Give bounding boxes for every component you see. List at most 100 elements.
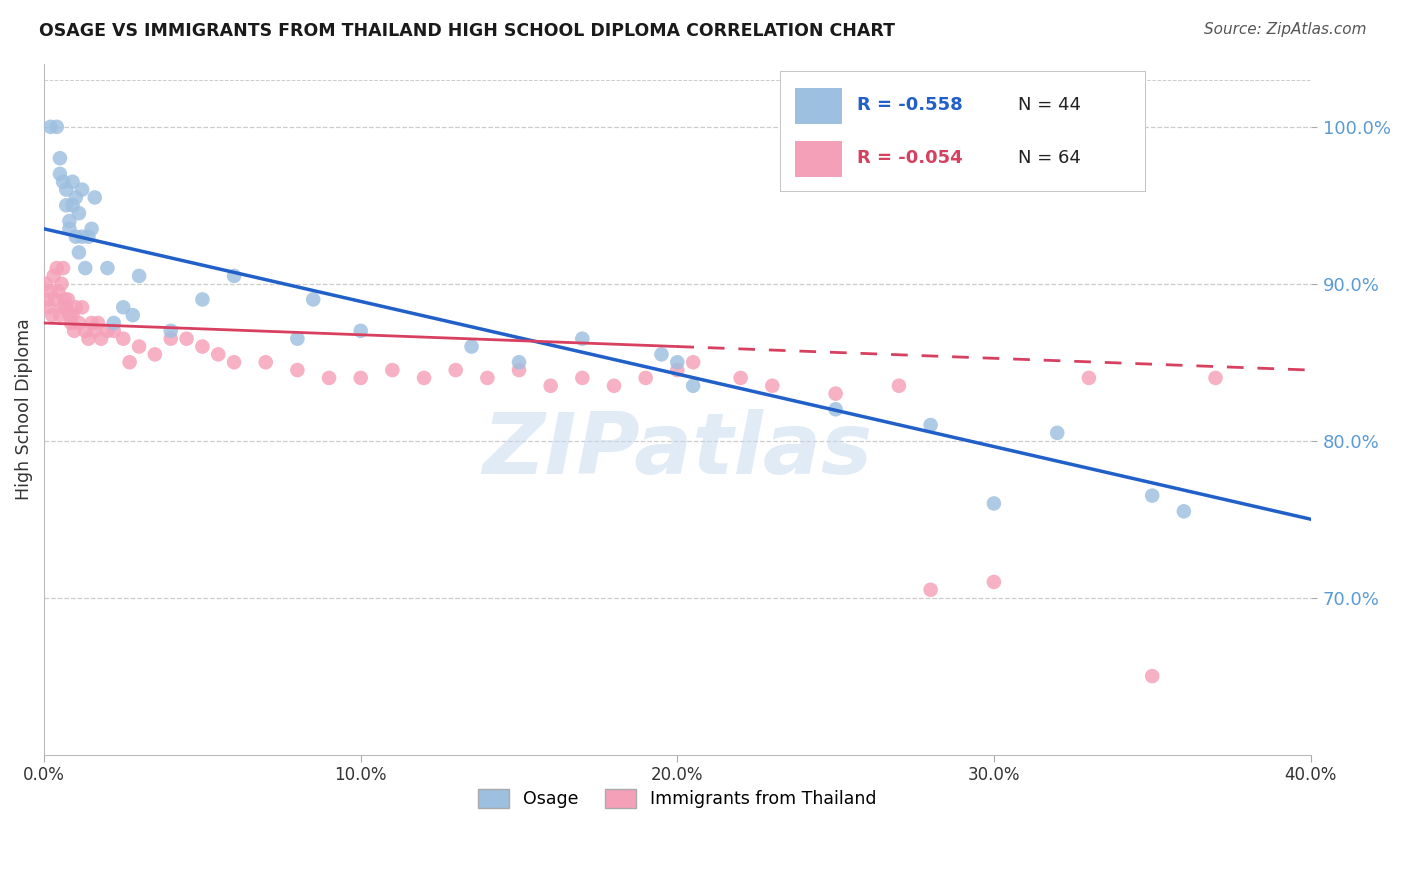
Point [62, 175, 84, 189]
Point [444, 363, 467, 377]
Point [75, 261, 97, 276]
Point [730, 371, 752, 385]
Point [571, 371, 593, 385]
Point [318, 371, 340, 385]
Point [112, 332, 135, 346]
Point [49, 167, 72, 181]
Point [540, 378, 562, 392]
Point [52, 175, 75, 189]
Point [65, 301, 87, 315]
Point [302, 293, 325, 307]
Point [62, 198, 84, 212]
Point [103, 316, 125, 330]
Point [121, 308, 143, 322]
Point [49, 308, 72, 322]
Point [62, 308, 84, 322]
Point [112, 301, 135, 315]
Point [52, 261, 75, 276]
Bar [794, 141, 842, 178]
Point [75, 324, 97, 338]
Point [413, 371, 436, 385]
Point [77, 229, 100, 244]
Point [55, 301, 77, 315]
Point [67, 245, 90, 260]
Point [191, 293, 214, 307]
Point [39, 120, 62, 134]
Point [176, 332, 198, 346]
Point [824, 402, 846, 417]
Point [70, 229, 93, 244]
Point [682, 355, 704, 369]
Point [70, 183, 93, 197]
Point [254, 355, 277, 369]
Point [571, 332, 593, 346]
Point [634, 371, 657, 385]
Point [666, 363, 689, 377]
Text: N = 44: N = 44 [1018, 96, 1081, 114]
Point [56, 293, 79, 307]
Point [83, 190, 105, 204]
Point [350, 324, 373, 338]
Point [1205, 371, 1227, 385]
Point [58, 222, 80, 236]
Point [128, 268, 150, 283]
Point [983, 574, 1005, 589]
Point [1173, 504, 1195, 518]
Point [51, 277, 73, 291]
Point [67, 206, 90, 220]
Point [143, 347, 166, 361]
Point [222, 355, 245, 369]
Point [55, 198, 77, 212]
Bar [794, 88, 842, 124]
Point [58, 214, 80, 228]
Point [96, 261, 118, 276]
Point [1140, 489, 1163, 503]
Legend: Osage, Immigrants from Thailand: Osage, Immigrants from Thailand [471, 781, 883, 815]
Point [80, 316, 103, 330]
Point [761, 378, 783, 392]
Point [1077, 371, 1099, 385]
Text: OSAGE VS IMMIGRANTS FROM THAILAND HIGH SCHOOL DIPLOMA CORRELATION CHART: OSAGE VS IMMIGRANTS FROM THAILAND HIGH S… [39, 22, 896, 40]
Point [103, 324, 125, 338]
Point [887, 378, 910, 392]
Point [920, 582, 942, 597]
Point [96, 324, 118, 338]
Point [52, 301, 75, 315]
Point [65, 190, 87, 204]
Point [48, 285, 70, 299]
FancyBboxPatch shape [780, 71, 1146, 192]
Point [350, 371, 373, 385]
Point [460, 339, 482, 353]
Point [67, 316, 90, 330]
Text: R = -0.054: R = -0.054 [858, 149, 963, 167]
Point [41, 308, 63, 322]
Point [207, 347, 229, 361]
Point [603, 378, 626, 392]
Point [381, 363, 404, 377]
Point [508, 363, 530, 377]
Point [477, 371, 499, 385]
Point [1140, 669, 1163, 683]
Point [39, 285, 62, 299]
Point [80, 222, 103, 236]
Point [191, 339, 214, 353]
Text: R = -0.558: R = -0.558 [858, 96, 963, 114]
Point [77, 332, 100, 346]
Point [87, 316, 110, 330]
Point [37, 293, 59, 307]
Point [1046, 425, 1069, 440]
Point [666, 355, 689, 369]
Point [45, 261, 67, 276]
Point [58, 308, 80, 322]
Text: N = 64: N = 64 [1018, 149, 1081, 167]
Text: ZIPatlas: ZIPatlas [482, 409, 873, 492]
Point [45, 120, 67, 134]
Point [824, 386, 846, 401]
Point [38, 301, 60, 315]
Point [118, 355, 141, 369]
Y-axis label: High School Diploma: High School Diploma [15, 318, 32, 500]
Point [34, 277, 56, 291]
Point [60, 316, 83, 330]
Point [90, 332, 112, 346]
Point [287, 332, 309, 346]
